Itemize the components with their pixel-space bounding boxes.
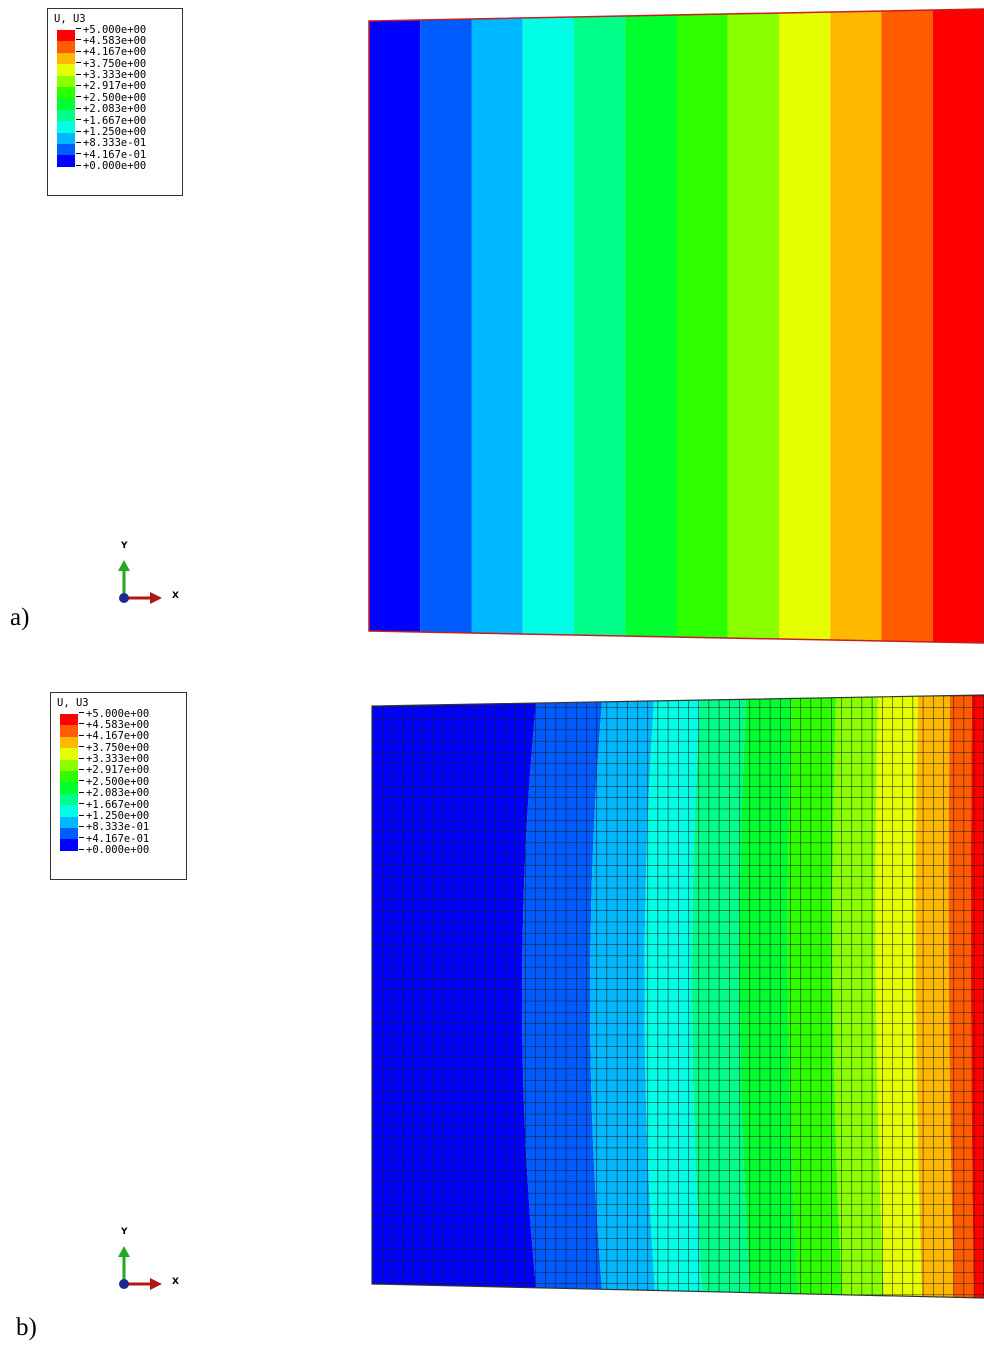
legend-swatch bbox=[57, 132, 75, 144]
legend-tick-label: +2.917e+00 bbox=[79, 765, 149, 777]
axis-triad-icon bbox=[118, 560, 162, 604]
legend-tick-labels: +5.000e+00 +4.583e+00 +4.167e+00 +3.750e+00… bbox=[76, 24, 146, 173]
panel-label: a) bbox=[10, 604, 30, 631]
legend-swatch bbox=[57, 30, 75, 42]
legend-swatch bbox=[60, 793, 78, 806]
legend-tick-label: +3.750e+00 bbox=[79, 742, 149, 754]
legend-swatch bbox=[60, 759, 78, 771]
legend-swatch bbox=[57, 52, 75, 65]
y-axis-label: Y bbox=[121, 1227, 128, 1237]
contour-band bbox=[830, 11, 882, 641]
legend-swatch bbox=[57, 121, 75, 133]
legend-title: U, U3 bbox=[54, 13, 86, 25]
contour-band bbox=[779, 12, 831, 640]
legend-tick-labels: +5.000e+00 +4.583e+00 +4.167e+00 +3.750e+00… bbox=[79, 708, 149, 857]
legend-swatch bbox=[60, 748, 78, 760]
legend-swatch bbox=[60, 770, 78, 783]
contour-band bbox=[932, 9, 984, 643]
legend-swatch bbox=[57, 41, 75, 53]
plate-outline bbox=[371, 694, 984, 1299]
contour-band bbox=[369, 20, 421, 632]
legend-color-bar bbox=[60, 714, 78, 851]
legend-swatch bbox=[57, 143, 75, 156]
contour-band bbox=[420, 19, 472, 633]
panel-b: U, U3 +5.000e+00 +4.583e+00 +4.167e+00 +3.7… bbox=[0, 668, 984, 1347]
legend-tick-label: +5.000e+00 bbox=[79, 708, 149, 720]
legend-tick-label: +1.250e+00 bbox=[76, 126, 146, 138]
panel-a: U, U3 +5.000e+00 +4.583e+00 +4.167e+00 +3.7… bbox=[0, 0, 984, 668]
legend-swatch bbox=[57, 109, 75, 122]
legend-tick-label: +3.750e+00 bbox=[76, 58, 146, 70]
coordinate-triad: Y X bbox=[112, 538, 182, 608]
coordinate-triad: Y X bbox=[112, 1224, 182, 1294]
legend-tick-label: +5.000e+00 bbox=[76, 24, 146, 36]
legend-tick-label: +4.583e+00 bbox=[76, 35, 146, 47]
legend-swatch bbox=[60, 714, 78, 726]
legend-tick-label: +2.083e+00 bbox=[79, 787, 149, 799]
legend-tick-label: +2.917e+00 bbox=[76, 81, 146, 93]
plate-outline bbox=[368, 8, 984, 644]
legend-title: U, U3 bbox=[57, 697, 89, 709]
contour-plot-b bbox=[371, 694, 984, 1299]
legend-swatch bbox=[57, 75, 75, 87]
legend-swatch bbox=[60, 805, 78, 817]
x-axis-label: X bbox=[172, 1277, 179, 1287]
legend-swatch bbox=[60, 816, 78, 828]
legend-swatch bbox=[60, 782, 78, 794]
legend-tick-label: +0.000e+00 bbox=[79, 844, 149, 856]
legend-tick-label: +4.167e-01 bbox=[79, 833, 149, 845]
legend-tick-label: +1.667e+00 bbox=[79, 799, 149, 811]
contour-band bbox=[881, 10, 933, 642]
x-axis-label: X bbox=[172, 591, 179, 601]
legend-swatch bbox=[60, 725, 78, 737]
legend-swatch bbox=[57, 155, 75, 167]
legend-swatch bbox=[57, 86, 75, 99]
legend-tick-label: +2.500e+00 bbox=[79, 776, 149, 788]
legend-tick-label: +3.333e+00 bbox=[76, 69, 146, 81]
contour-band bbox=[471, 18, 523, 634]
legend-tick-label: +0.000e+00 bbox=[76, 160, 146, 172]
legend-swatch bbox=[60, 827, 78, 840]
legend-tick-label: +1.667e+00 bbox=[76, 115, 146, 127]
contour-band bbox=[676, 14, 728, 638]
contour-band bbox=[625, 15, 677, 637]
contour-plot-a bbox=[368, 8, 984, 644]
legend-tick-label: +4.583e+00 bbox=[79, 719, 149, 731]
contour-legend: U, U3 +5.000e+00 +4.583e+00 +4.167e+00 +3.7… bbox=[47, 8, 183, 196]
legend-color-bar bbox=[57, 30, 75, 167]
contour-band bbox=[727, 13, 779, 639]
legend-tick-label: +1.250e+00 bbox=[79, 810, 149, 822]
axis-triad-icon bbox=[118, 1246, 162, 1290]
contour-band bbox=[522, 17, 574, 635]
legend-tick-label: +8.333e-01 bbox=[76, 138, 146, 150]
legend-tick-label: +2.500e+00 bbox=[76, 92, 146, 104]
legend-swatch bbox=[60, 839, 78, 851]
legend-tick-label: +8.333e-01 bbox=[79, 822, 149, 834]
legend-tick-label: +4.167e+00 bbox=[79, 730, 149, 742]
legend-tick-label: +4.167e+00 bbox=[76, 46, 146, 58]
legend-swatch bbox=[57, 98, 75, 110]
legend-tick-label: +2.083e+00 bbox=[76, 103, 146, 115]
y-axis-label: Y bbox=[121, 541, 128, 551]
legend-tick-label: +4.167e-01 bbox=[76, 149, 146, 161]
panel-label: b) bbox=[16, 1314, 37, 1341]
contour-band bbox=[574, 16, 626, 636]
legend-tick-label: +3.333e+00 bbox=[79, 753, 149, 765]
contour-legend: U, U3 +5.000e+00 +4.583e+00 +4.167e+00 +3.7… bbox=[50, 692, 187, 880]
legend-swatch bbox=[57, 64, 75, 76]
legend-swatch bbox=[60, 736, 78, 749]
mesh-grid bbox=[372, 695, 984, 1298]
